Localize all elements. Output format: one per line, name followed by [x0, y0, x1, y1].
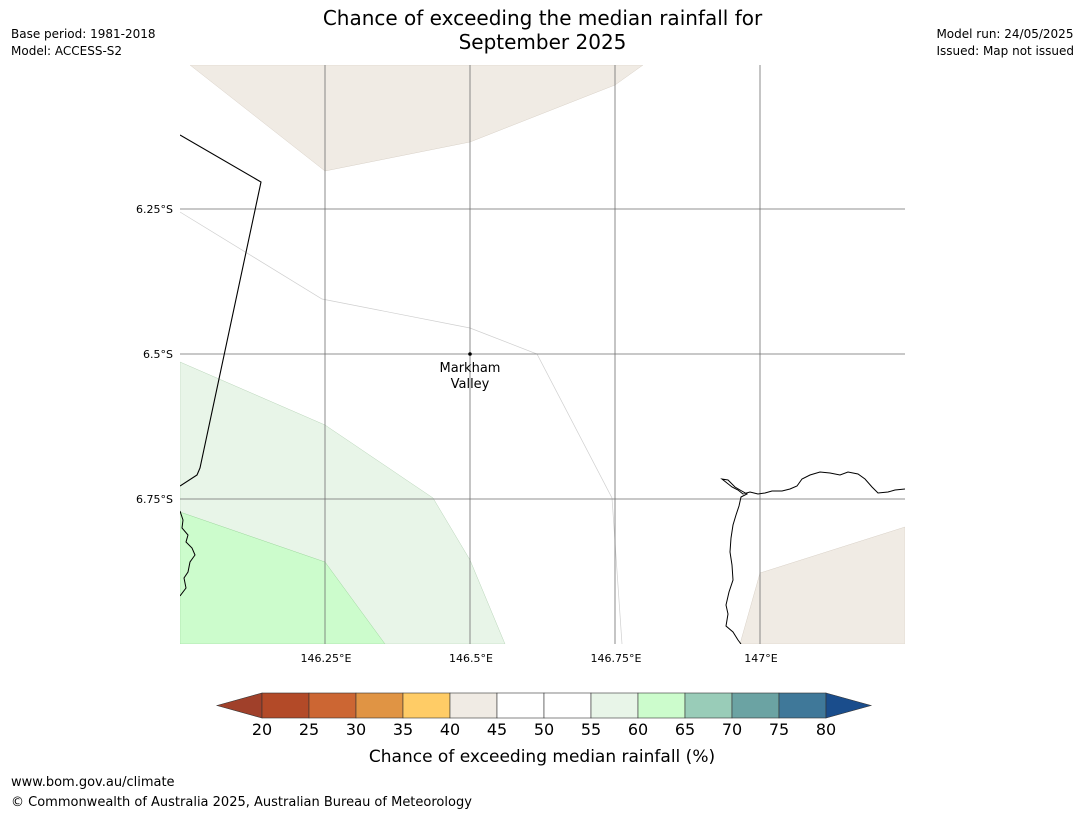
colorbar-tick-label: 75 — [769, 720, 789, 739]
colorbar-label: Chance of exceeding median rainfall (%) — [369, 747, 715, 767]
coastline-east — [720, 471, 905, 644]
map-area — [180, 65, 905, 644]
colorbar-tick-label: 20 — [252, 720, 272, 739]
colorbar-swatch — [402, 692, 451, 719]
lon-label-1465: 146.5°E — [449, 652, 493, 665]
colorbar-swatch — [261, 692, 310, 719]
colorbar-tick-label: 40 — [440, 720, 460, 739]
colorbar-swatch — [308, 692, 357, 719]
colorbar-tick-label: 55 — [581, 720, 601, 739]
meta-right: Model run: 24/05/2025 Issued: Map not is… — [936, 26, 1074, 60]
region-tan-southeast — [739, 526, 905, 644]
lon-label-14675: 146.75°E — [591, 652, 642, 665]
colorbar-swatch — [496, 692, 545, 719]
colorbar-tick-label: 45 — [487, 720, 507, 739]
colorbar-tick-label: 80 — [816, 720, 836, 739]
map-title: Chance of exceeding the median rainfall … — [0, 6, 1085, 54]
colorbar-extend-low — [215, 692, 263, 719]
footer-copyright: © Commonwealth of Australia 2025, Austra… — [11, 795, 472, 810]
colorbar-tick-label: 60 — [628, 720, 648, 739]
colorbar-swatch — [543, 692, 592, 719]
title-line-2: September 2025 — [458, 30, 627, 54]
footer-url[interactable]: www.bom.gov.au/climate — [11, 775, 175, 790]
colorbar-swatch — [637, 692, 686, 719]
model-name: Model: ACCESS-S2 — [11, 44, 123, 58]
colorbar-swatch — [449, 692, 498, 719]
colorbar-swatch — [684, 692, 733, 719]
place-marker — [468, 352, 472, 356]
place-label-line-2: Valley — [451, 377, 490, 392]
lon-label-147: 147°E — [744, 652, 777, 665]
colorbar-extend-high — [825, 692, 873, 719]
title-line-1: Chance of exceeding the median rainfall … — [322, 6, 763, 30]
lat-label-625: 6.25°S — [136, 203, 173, 216]
lat-label-675: 6.75°S — [136, 493, 173, 506]
model-run: Model run: 24/05/2025 — [936, 27, 1074, 41]
base-period: Base period: 1981-2018 — [11, 27, 156, 41]
colorbar-swatch — [355, 692, 404, 719]
colorbar-tick-label: 50 — [534, 720, 554, 739]
region-green — [180, 511, 386, 644]
colorbar-swatch — [731, 692, 780, 719]
issued-status: Issued: Map not issued — [936, 44, 1074, 58]
coastline-west — [180, 510, 196, 597]
lat-label-650: 6.5°S — [143, 348, 173, 361]
meta-left: Base period: 1981-2018 Model: ACCESS-S2 — [11, 26, 156, 60]
colorbar-tick-label: 35 — [393, 720, 413, 739]
place-label-line-1: Markham — [440, 361, 501, 376]
lon-label-14625: 146.25°E — [301, 652, 352, 665]
colorbar-swatch — [590, 692, 639, 719]
colorbar-tick-label: 65 — [675, 720, 695, 739]
colorbar-swatch — [778, 692, 827, 719]
contour-line — [180, 211, 623, 644]
colorbar: 20 25 30 35 40 45 50 55 60 65 70 75 80 — [215, 692, 873, 739]
region-tan-north — [189, 65, 644, 172]
graticule — [180, 65, 905, 644]
colorbar-tick-label: 70 — [722, 720, 742, 739]
boundary-line — [180, 134, 262, 487]
colorbar-tick-label: 30 — [346, 720, 366, 739]
colorbar-tick-label: 25 — [299, 720, 319, 739]
